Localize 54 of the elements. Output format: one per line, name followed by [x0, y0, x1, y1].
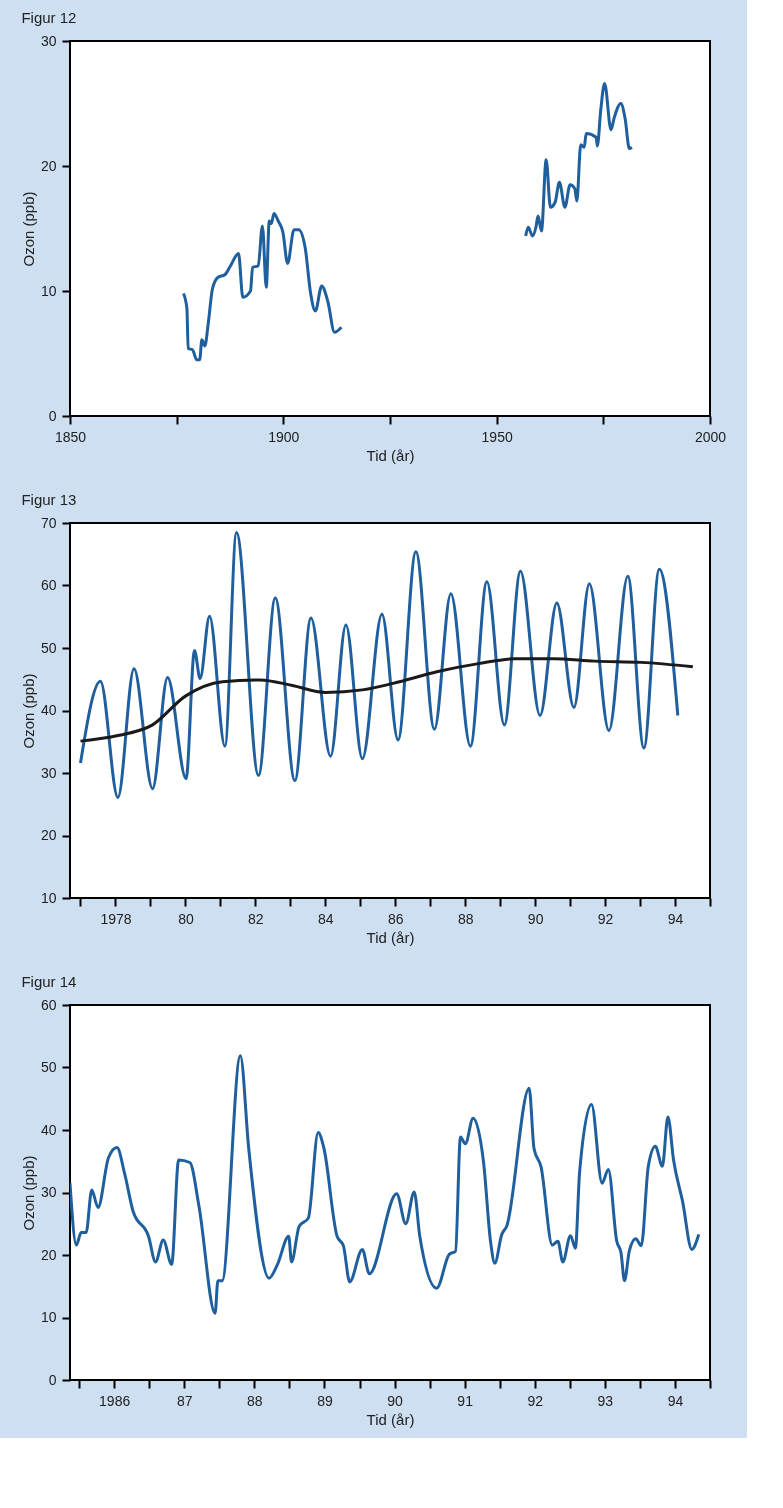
x-tick-label: 92: [527, 1392, 544, 1409]
x-axis-title: Tid (år): [366, 1410, 415, 1428]
x-tick-label: 91: [457, 1392, 474, 1409]
x-tick-label: 89: [317, 1392, 333, 1409]
y-tick-label: 60: [40, 996, 57, 1013]
x-tick-label: 86: [387, 910, 404, 927]
y-tick-label: 0: [48, 407, 57, 424]
y-axis-title: Ozon (ppb): [19, 673, 37, 749]
x-tick-label: 80: [178, 910, 194, 927]
y-tick-label: 30: [40, 764, 57, 781]
x-tick-label: 90: [387, 1392, 404, 1409]
x-tick-label: 84: [318, 910, 334, 927]
y-tick-label: 50: [40, 639, 57, 656]
chart-title: Figur 12: [21, 9, 77, 26]
y-axis-title: Ozon (ppb): [19, 191, 37, 267]
x-tick-label: 1986: [99, 1392, 131, 1409]
y-tick-label: 20: [40, 157, 57, 174]
x-tick-label: 88: [247, 1392, 263, 1409]
x-tick-label: 1950: [481, 428, 513, 445]
y-tick-label: 40: [40, 1121, 57, 1138]
y-tick-label: 70: [40, 514, 57, 531]
y-tick-label: 30: [40, 32, 57, 49]
y-tick-label: 60: [40, 577, 57, 593]
y-axis-title: Ozon (ppb): [19, 1155, 37, 1231]
x-tick-label: 94: [667, 910, 684, 927]
line-series: [78, 530, 680, 799]
y-tick-label: 20: [40, 827, 57, 843]
y-tick-label: 40: [40, 702, 57, 718]
line-series: [70, 1054, 701, 1315]
line-series: [524, 82, 634, 238]
x-tick-label: 1850: [54, 428, 87, 445]
chart-title: Figur 14: [21, 973, 77, 990]
y-tick-label: 50: [40, 1059, 57, 1075]
x-tick-label: 90: [527, 910, 544, 927]
x-axis-title: Tid (år): [366, 928, 415, 946]
x-tick-label: 93: [597, 1392, 614, 1409]
y-tick-label: 10: [40, 282, 57, 299]
y-tick-label: 10: [40, 889, 57, 906]
x-axis-title: Tid (år): [366, 446, 415, 464]
x-tick-label: 1978: [100, 910, 132, 927]
line-series: [181, 212, 343, 362]
x-tick-label: 94: [667, 1392, 684, 1409]
y-tick-label: 30: [40, 1184, 57, 1200]
x-tick-label: 82: [248, 910, 264, 927]
x-tick-label: 1900: [268, 428, 300, 445]
x-tick-label: 87: [176, 1392, 193, 1409]
y-tick-label: 20: [40, 1246, 57, 1263]
x-tick-label: 88: [457, 910, 474, 927]
y-tick-label: 10: [40, 1309, 57, 1325]
x-tick-label: 92: [597, 910, 614, 927]
y-tick-label: 0: [48, 1371, 57, 1388]
line-series: [78, 657, 695, 743]
x-tick-label: 2000: [694, 428, 727, 445]
chart-title: Figur 13: [21, 491, 77, 508]
